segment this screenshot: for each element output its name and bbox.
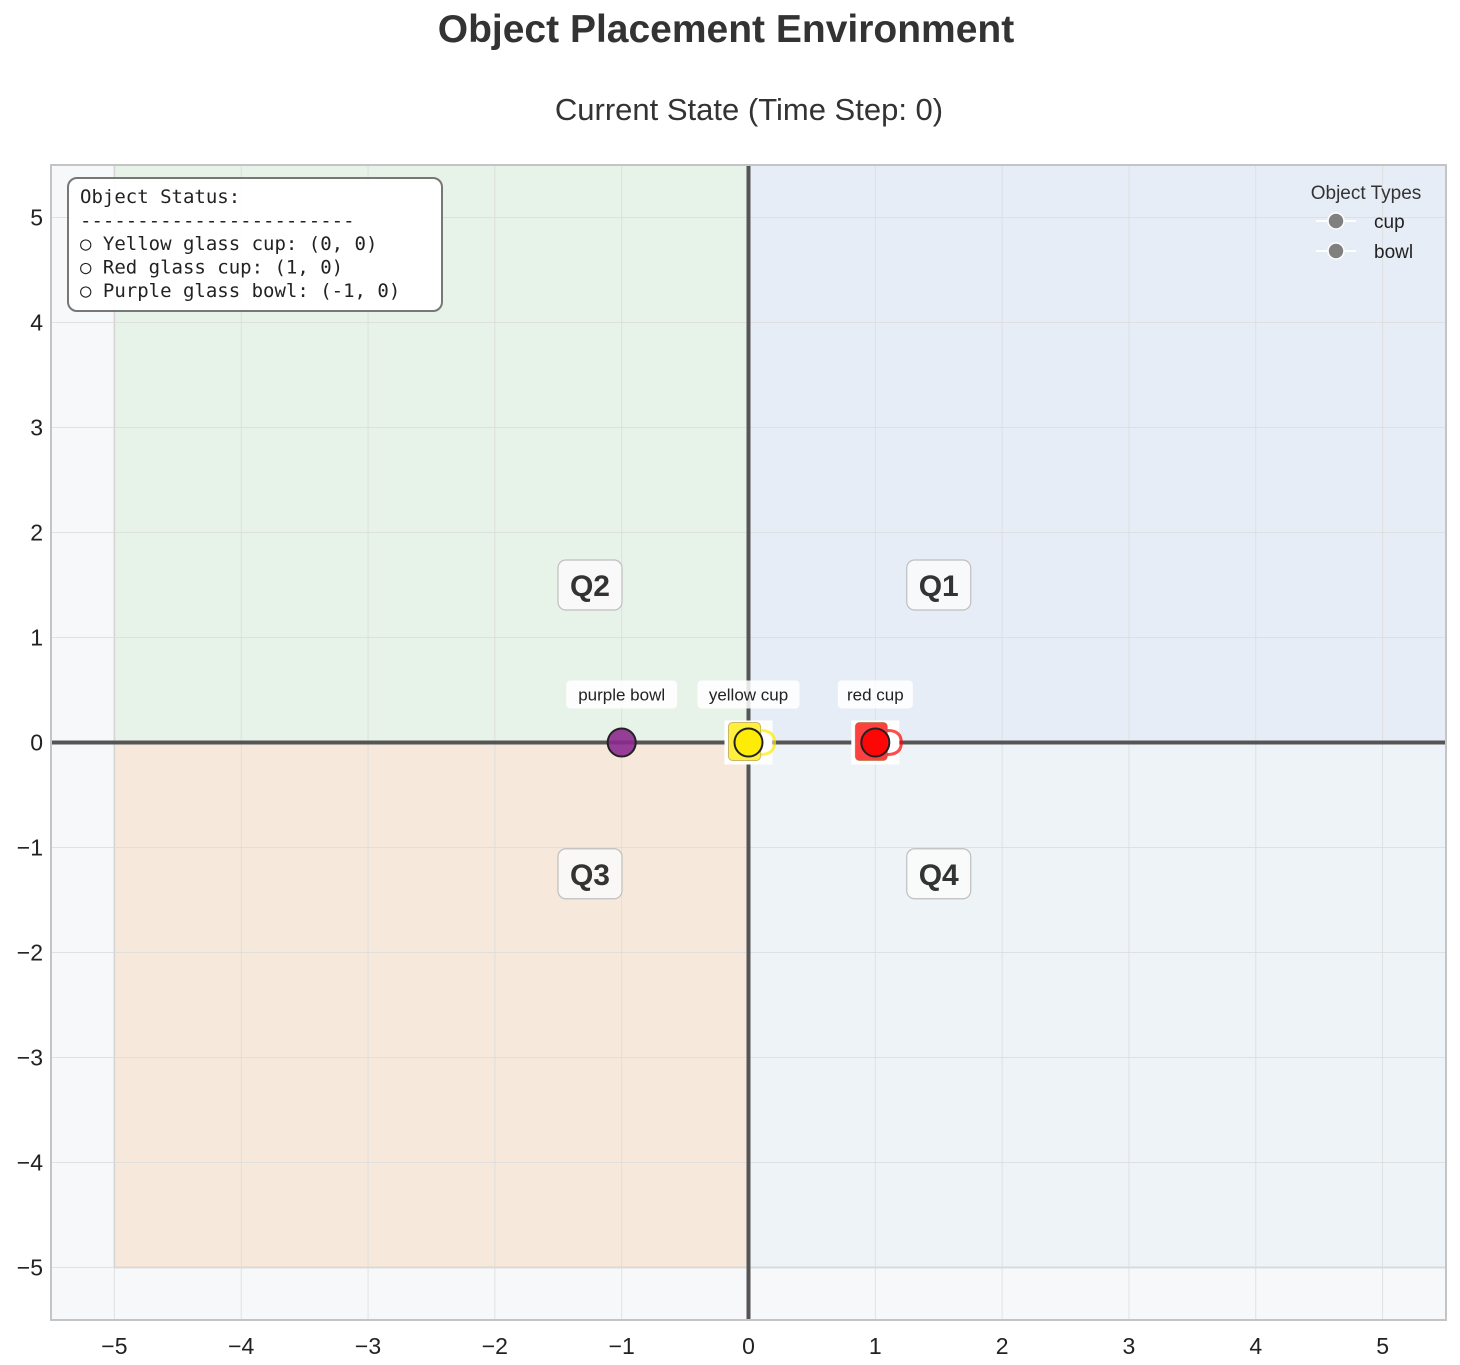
y-tick-label: 2 bbox=[30, 520, 43, 546]
object-label-red-cup: red cup bbox=[847, 686, 904, 705]
page-title: Object Placement Environment bbox=[437, 8, 1015, 51]
object-status-separator: ------------------------ bbox=[80, 210, 355, 232]
mug-handle-icon bbox=[887, 729, 903, 756]
object-status-line: ○ Purple glass bowl: (-1, 0) bbox=[80, 280, 400, 302]
object-label-box bbox=[837, 680, 913, 709]
object-label-yellow-cup: yellow cup bbox=[709, 686, 788, 705]
quadrant-label-q4: Q4 bbox=[919, 859, 959, 892]
y-tick-label: 5 bbox=[30, 205, 43, 231]
quadrant-region-q3 bbox=[113, 741, 750, 1269]
quadrant-label-q1: Q1 bbox=[919, 570, 959, 603]
quadrant-label-q3: Q3 bbox=[570, 859, 610, 892]
legend-marker-bowl bbox=[1327, 242, 1345, 260]
x-tick-label: 4 bbox=[1249, 1333, 1262, 1359]
x-tick-label: −3 bbox=[355, 1333, 381, 1359]
x-tick-label: 3 bbox=[1123, 1333, 1136, 1359]
quadrant-label-box bbox=[906, 848, 972, 900]
quadrant-label-q2: Q2 bbox=[570, 570, 610, 603]
object-marker-red-cup bbox=[860, 727, 891, 758]
y-tick-label: 4 bbox=[30, 310, 43, 336]
y-tick-label: −4 bbox=[17, 1150, 43, 1176]
object-marker-purple-bowl bbox=[606, 727, 637, 758]
object-status-title: Object Status: bbox=[80, 186, 240, 208]
chart-subtitle: Current State (Time Step: 0) bbox=[554, 92, 944, 127]
x-tick-label: 0 bbox=[742, 1333, 755, 1359]
legend-title: Object Types bbox=[1311, 183, 1422, 204]
legend-label-bowl: bowl bbox=[1374, 242, 1413, 263]
object-status-box bbox=[67, 177, 443, 312]
x-tick-label: −1 bbox=[609, 1333, 635, 1359]
quadrant-label-box bbox=[906, 559, 972, 611]
y-tick-label: −2 bbox=[17, 940, 43, 966]
x-tick-label: −2 bbox=[482, 1333, 508, 1359]
y-tick-label: −5 bbox=[17, 1255, 43, 1281]
quadrant-region-q4 bbox=[747, 741, 1447, 1269]
x-tick-label: 1 bbox=[869, 1333, 882, 1359]
mug-handle-icon bbox=[760, 729, 777, 756]
legend-marker-cup bbox=[1327, 212, 1345, 230]
quadrant-label-box bbox=[557, 559, 623, 611]
quadrant-label-box bbox=[557, 848, 623, 900]
object-marker-yellow-cup bbox=[733, 727, 764, 758]
object-label-box bbox=[697, 680, 800, 709]
object-status-line: ○ Red glass cup: (1, 0) bbox=[80, 257, 343, 279]
x-tick-label: −5 bbox=[101, 1333, 127, 1359]
object-label-box bbox=[566, 680, 678, 709]
legend-label-cup: cup bbox=[1374, 212, 1405, 233]
x-tick-label: 2 bbox=[996, 1333, 1009, 1359]
plot-frame bbox=[50, 164, 1447, 1321]
x-tick-label: −4 bbox=[228, 1333, 254, 1359]
y-tick-label: 0 bbox=[30, 730, 43, 756]
y-tick-label: −1 bbox=[17, 835, 43, 861]
y-tick-label: −3 bbox=[17, 1045, 43, 1071]
object-status-line: ○ Yellow glass cup: (0, 0) bbox=[80, 233, 377, 255]
y-tick-label: 1 bbox=[30, 625, 43, 651]
x-tick-label: 5 bbox=[1376, 1333, 1389, 1359]
y-tick-label: 3 bbox=[30, 415, 43, 441]
object-label-purple-bowl: purple bowl bbox=[578, 686, 665, 705]
